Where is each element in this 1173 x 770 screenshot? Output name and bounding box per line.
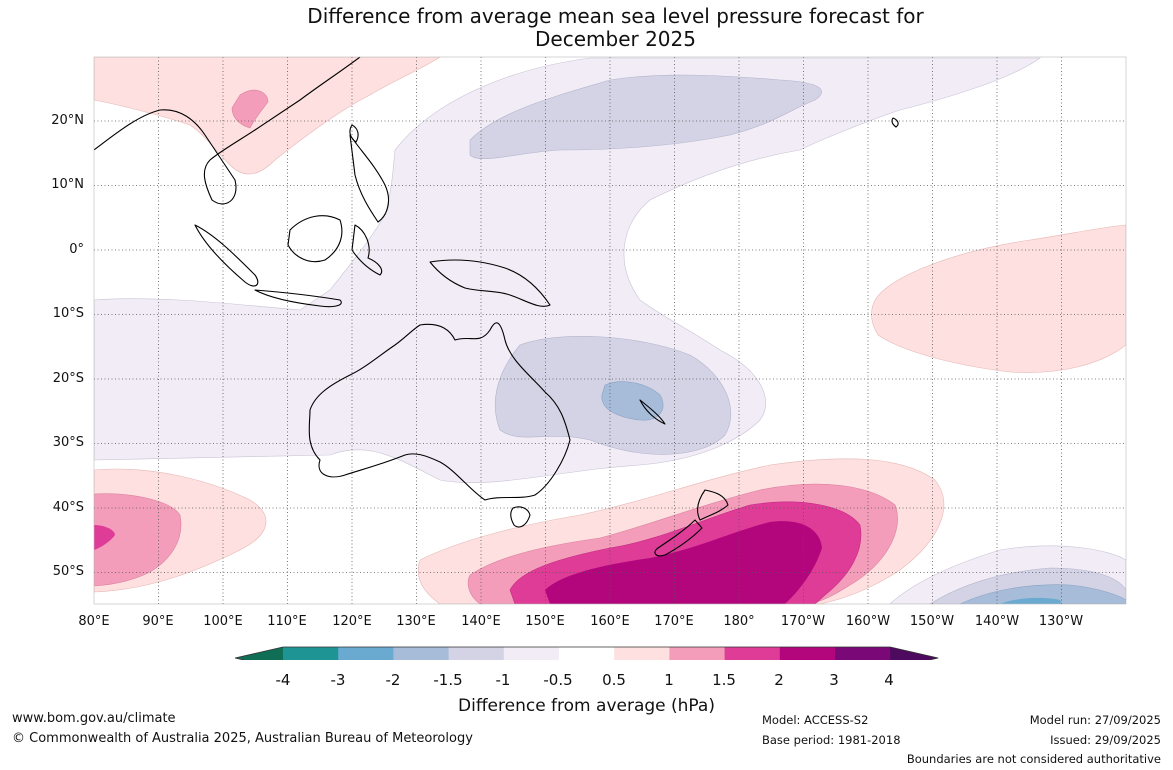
footer-model-run: Model run: 27/09/2025: [1029, 713, 1161, 727]
map-gridlines: [94, 57, 1126, 604]
anomaly-region-neg-1.5-south-pacific: [959, 584, 1126, 604]
anomaly-region-pos-1-southern-indian: [94, 493, 182, 587]
colorbar-extend-low: [235, 647, 283, 660]
lat-label-10s: 10°S: [52, 306, 84, 321]
colorbar-tick: -3: [330, 671, 346, 689]
colorbar-swatch: [779, 647, 836, 660]
coastline-asia-mainland: [94, 57, 361, 205]
lon-label-90e: 90°E: [142, 614, 174, 629]
anomaly-region-neg-0.5-north-pacific: [94, 57, 1041, 484]
coastline-sumatra: [194, 224, 259, 287]
map-figure: [93, 56, 1127, 660]
anomaly-region-pos-1.5-southern-indian: [94, 525, 115, 550]
lat-label-10n: 10°N: [51, 177, 84, 192]
footer-issued: Issued: 29/09/2025: [1050, 733, 1161, 747]
lon-label-130e: 130°E: [396, 614, 436, 629]
colorbar-tick: 3: [829, 671, 839, 689]
coastline-hawaii: [891, 117, 899, 128]
colorbar-label: Difference from average (hPa): [458, 696, 715, 716]
colorbar-swatch: [614, 647, 670, 660]
colorbar-tick: -2: [385, 671, 401, 689]
lon-label-160e: 160°E: [590, 614, 630, 629]
colorbar-tick: 1: [664, 671, 674, 689]
lon-label-100e: 100°E: [203, 614, 243, 629]
footer-disclaimer: Boundaries are not considered authoritat…: [906, 752, 1161, 766]
lat-label-20n: 20°N: [51, 113, 84, 128]
lon-label-160w: 160°W: [845, 614, 891, 629]
anomaly-region-pos-1-indochina: [231, 89, 269, 129]
lon-label-170e: 170°E: [654, 614, 694, 629]
anomaly-region-pos-0.5-east-pacific: [871, 224, 1126, 373]
lat-label-40s: 40°S: [52, 500, 84, 515]
anomaly-region-pos-2-tasman: [545, 521, 822, 604]
lon-label-140e: 140°E: [461, 614, 501, 629]
anomaly-region-neg-2-south-pacific: [1000, 597, 1062, 604]
footer-copyright: © Commonwealth of Australia 2025, Austra…: [12, 731, 473, 746]
colorbar-outline: [234, 646, 939, 660]
lon-label-120e: 120°E: [332, 614, 372, 629]
coastline-new-guinea: [429, 259, 551, 307]
colorbar-tick: -4: [275, 671, 291, 689]
page-title-line-1: Difference from average mean sea level p…: [307, 4, 924, 28]
colorbar-tick: 1.5: [712, 671, 736, 689]
colorbar-tick: 4: [884, 671, 894, 689]
lon-label-110e: 110°E: [267, 614, 307, 629]
lon-label-150w: 150°W: [909, 614, 955, 629]
page-title-line-2: December 2025: [535, 27, 696, 51]
lon-label-150e: 150°E: [525, 614, 565, 629]
lon-label-180: 180°: [723, 614, 755, 629]
lon-label-170w: 170°W: [780, 614, 826, 629]
colorbar-tick: -0.5: [543, 671, 573, 689]
lat-label-30s: 30°S: [52, 435, 84, 450]
coastline-taiwan: [349, 124, 359, 143]
colorbar-swatch: [835, 647, 891, 660]
coastline-new-zealand-north: [696, 489, 729, 521]
lat-label-0: 0°: [69, 242, 84, 257]
colorbar: [234, 646, 939, 660]
lon-label-80e: 80°E: [78, 614, 110, 629]
map-frame: [93, 56, 1127, 605]
colorbar-swatch: [448, 647, 505, 660]
anomaly-region-pos-0.5-asia: [94, 57, 441, 175]
coastline-new-zealand-south: [654, 519, 703, 557]
footer-website: www.bom.gov.au/climate: [12, 711, 176, 726]
lat-label-50s: 50°S: [52, 564, 84, 579]
coastline-new-caledonia: [639, 399, 666, 425]
colorbar-tick: 0.5: [602, 671, 626, 689]
colorbar-tick: 2: [774, 671, 784, 689]
map-plot-area: [94, 57, 1126, 604]
coastline-tasmania: [510, 506, 531, 528]
anomaly-region-neg-1.5-coral-sea: [601, 381, 664, 421]
colorbar-tick: -1: [495, 671, 511, 689]
coastline-philippines: [349, 134, 390, 223]
colorbar-swatch: [559, 647, 615, 660]
colorbar-swatch: [669, 647, 726, 660]
lon-label-130w: 130°W: [1038, 614, 1084, 629]
coastline-java: [254, 289, 342, 308]
lat-label-20s: 20°S: [52, 371, 84, 386]
colorbar-extend-high: [890, 647, 939, 660]
footer-base-period: Base period: 1981-2018: [762, 733, 901, 747]
coastline-australia: [308, 322, 571, 501]
colorbar-swatch: [724, 647, 781, 660]
coastline-sulawesi: [351, 224, 383, 276]
lon-label-140w: 140°W: [974, 614, 1020, 629]
colorbar-swatch: [393, 647, 450, 660]
colorbar-tick: -1.5: [433, 671, 463, 689]
colorbar-swatch: [503, 647, 560, 660]
colorbar-swatch: [283, 647, 339, 660]
coastline-borneo: [287, 215, 343, 263]
colorbar-swatch: [338, 647, 394, 660]
footer-model: Model: ACCESS-S2: [762, 713, 869, 727]
coastlines: [94, 57, 899, 557]
anomaly-region-neg-1-north-pacific: [469, 74, 822, 160]
